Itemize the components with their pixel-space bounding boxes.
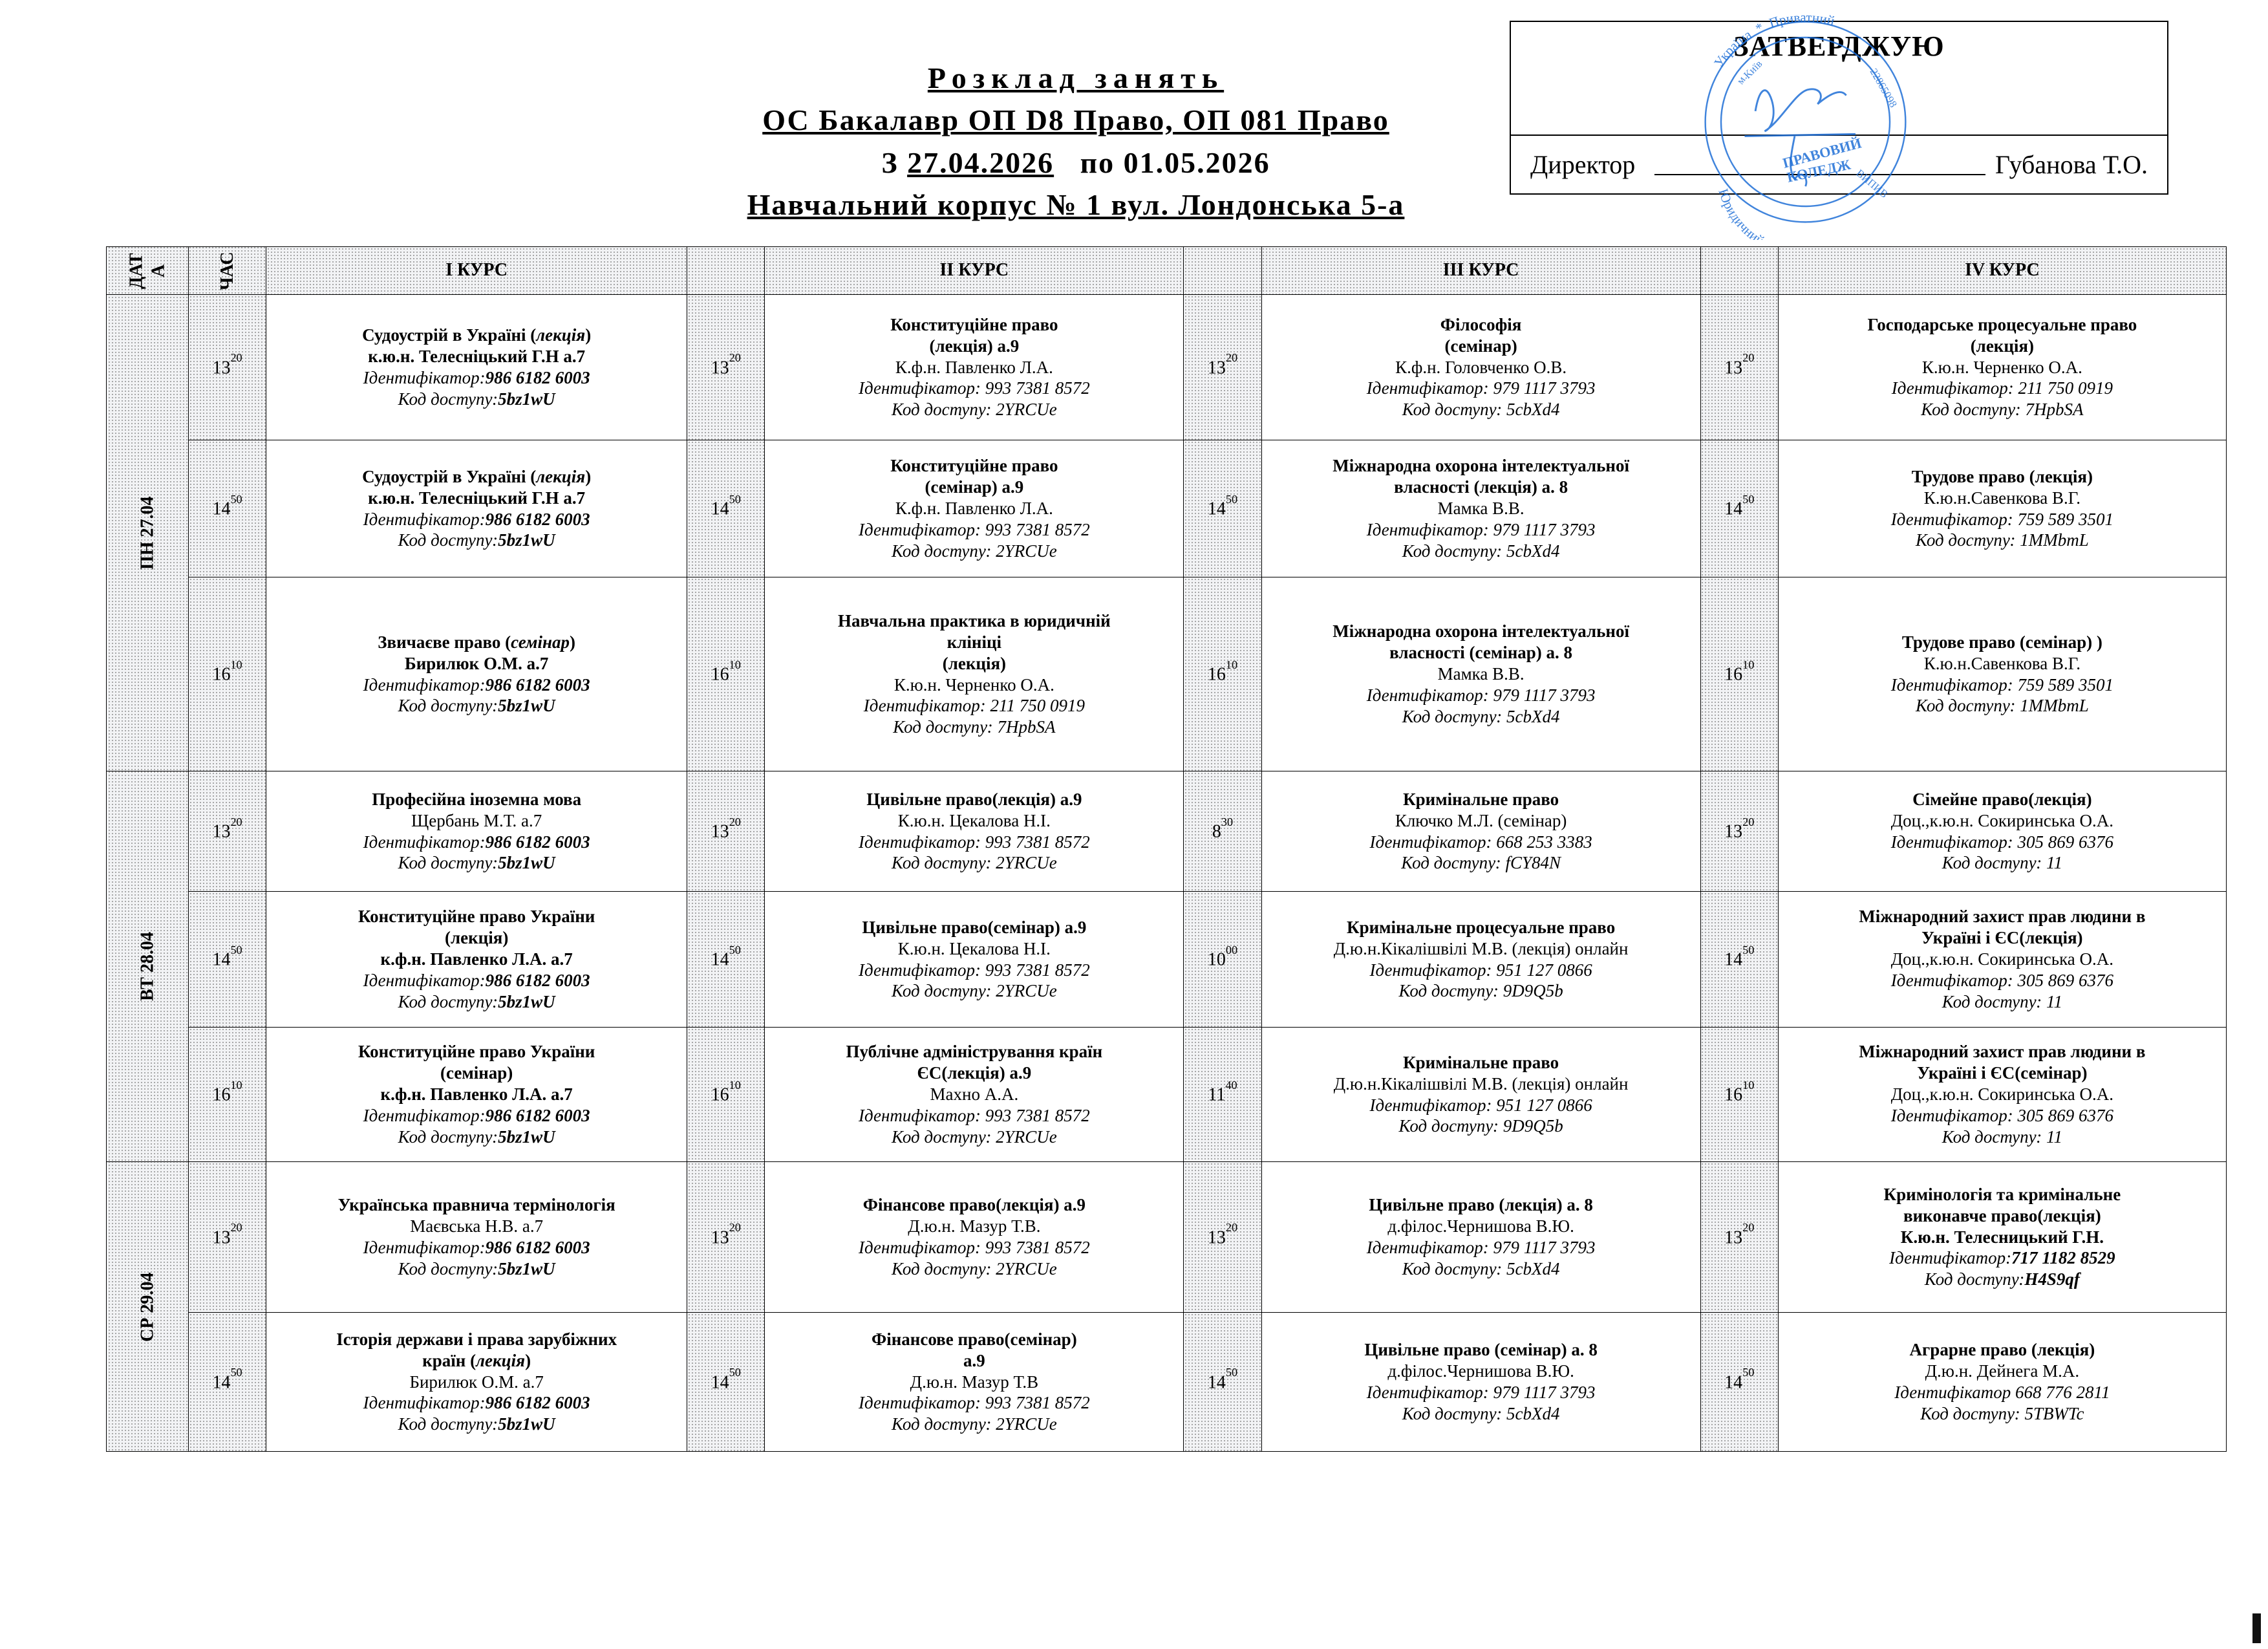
- svg-text:22865098: 22865098: [1868, 67, 1900, 110]
- svg-text:Україна * Приватний: Україна * Приватний: [1711, 10, 1836, 70]
